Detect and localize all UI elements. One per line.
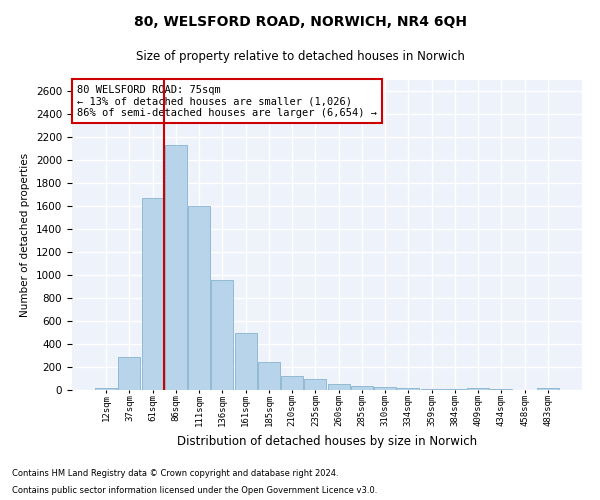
- Bar: [165, 146, 187, 390]
- Bar: [537, 388, 559, 390]
- Bar: [235, 332, 257, 390]
- Text: 80 WELSFORD ROAD: 75sqm
← 13% of detached houses are smaller (1,026)
86% of semi: 80 WELSFORD ROAD: 75sqm ← 13% of detache…: [77, 84, 377, 118]
- Bar: [188, 206, 210, 390]
- Y-axis label: Number of detached properties: Number of detached properties: [20, 153, 31, 317]
- Bar: [281, 376, 303, 390]
- Bar: [304, 379, 326, 390]
- Text: Size of property relative to detached houses in Norwich: Size of property relative to detached ho…: [136, 50, 464, 63]
- Bar: [351, 386, 373, 390]
- Bar: [397, 388, 419, 390]
- Bar: [95, 388, 117, 390]
- Text: Contains public sector information licensed under the Open Government Licence v3: Contains public sector information licen…: [12, 486, 377, 495]
- Bar: [258, 362, 280, 390]
- Bar: [444, 389, 466, 390]
- Bar: [328, 384, 350, 390]
- Bar: [374, 387, 396, 390]
- Bar: [421, 388, 443, 390]
- Bar: [211, 280, 233, 390]
- Bar: [467, 388, 489, 390]
- X-axis label: Distribution of detached houses by size in Norwich: Distribution of detached houses by size …: [177, 435, 477, 448]
- Text: Contains HM Land Registry data © Crown copyright and database right 2024.: Contains HM Land Registry data © Crown c…: [12, 468, 338, 477]
- Bar: [142, 198, 164, 390]
- Bar: [118, 356, 140, 390]
- Text: 80, WELSFORD ROAD, NORWICH, NR4 6QH: 80, WELSFORD ROAD, NORWICH, NR4 6QH: [133, 15, 467, 29]
